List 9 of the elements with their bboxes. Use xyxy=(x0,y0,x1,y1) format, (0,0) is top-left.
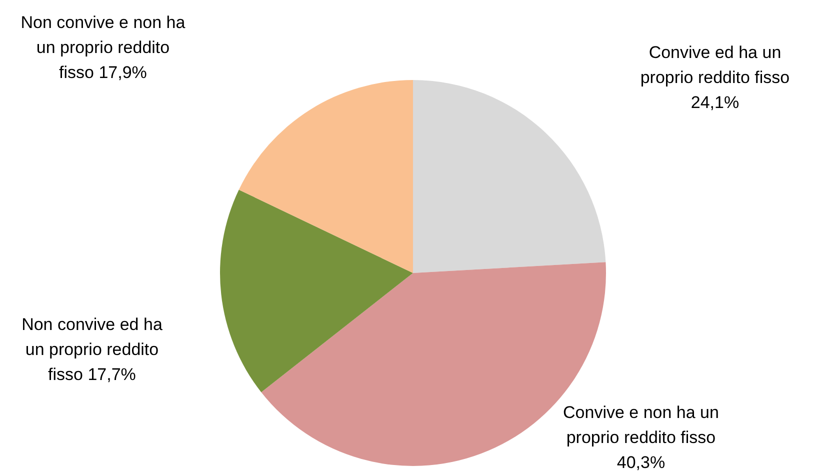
pie-slice xyxy=(413,80,606,273)
pie-slice xyxy=(220,190,413,392)
slice-label: Convive ed ha un proprio reddito fisso xyxy=(640,43,790,87)
slice-label: Non convive e non ha un proprio reddito fisso 17,9% xyxy=(20,13,186,82)
slice-label: Convive e non ha un proprio reddito fisso xyxy=(563,403,719,447)
data-label: 24,1% xyxy=(690,93,740,112)
data-label: 40,3% xyxy=(616,453,666,472)
slice-label: Non convive ed ha un proprio reddito fisso 17,7% xyxy=(22,315,163,384)
pie-slice xyxy=(238,80,413,273)
